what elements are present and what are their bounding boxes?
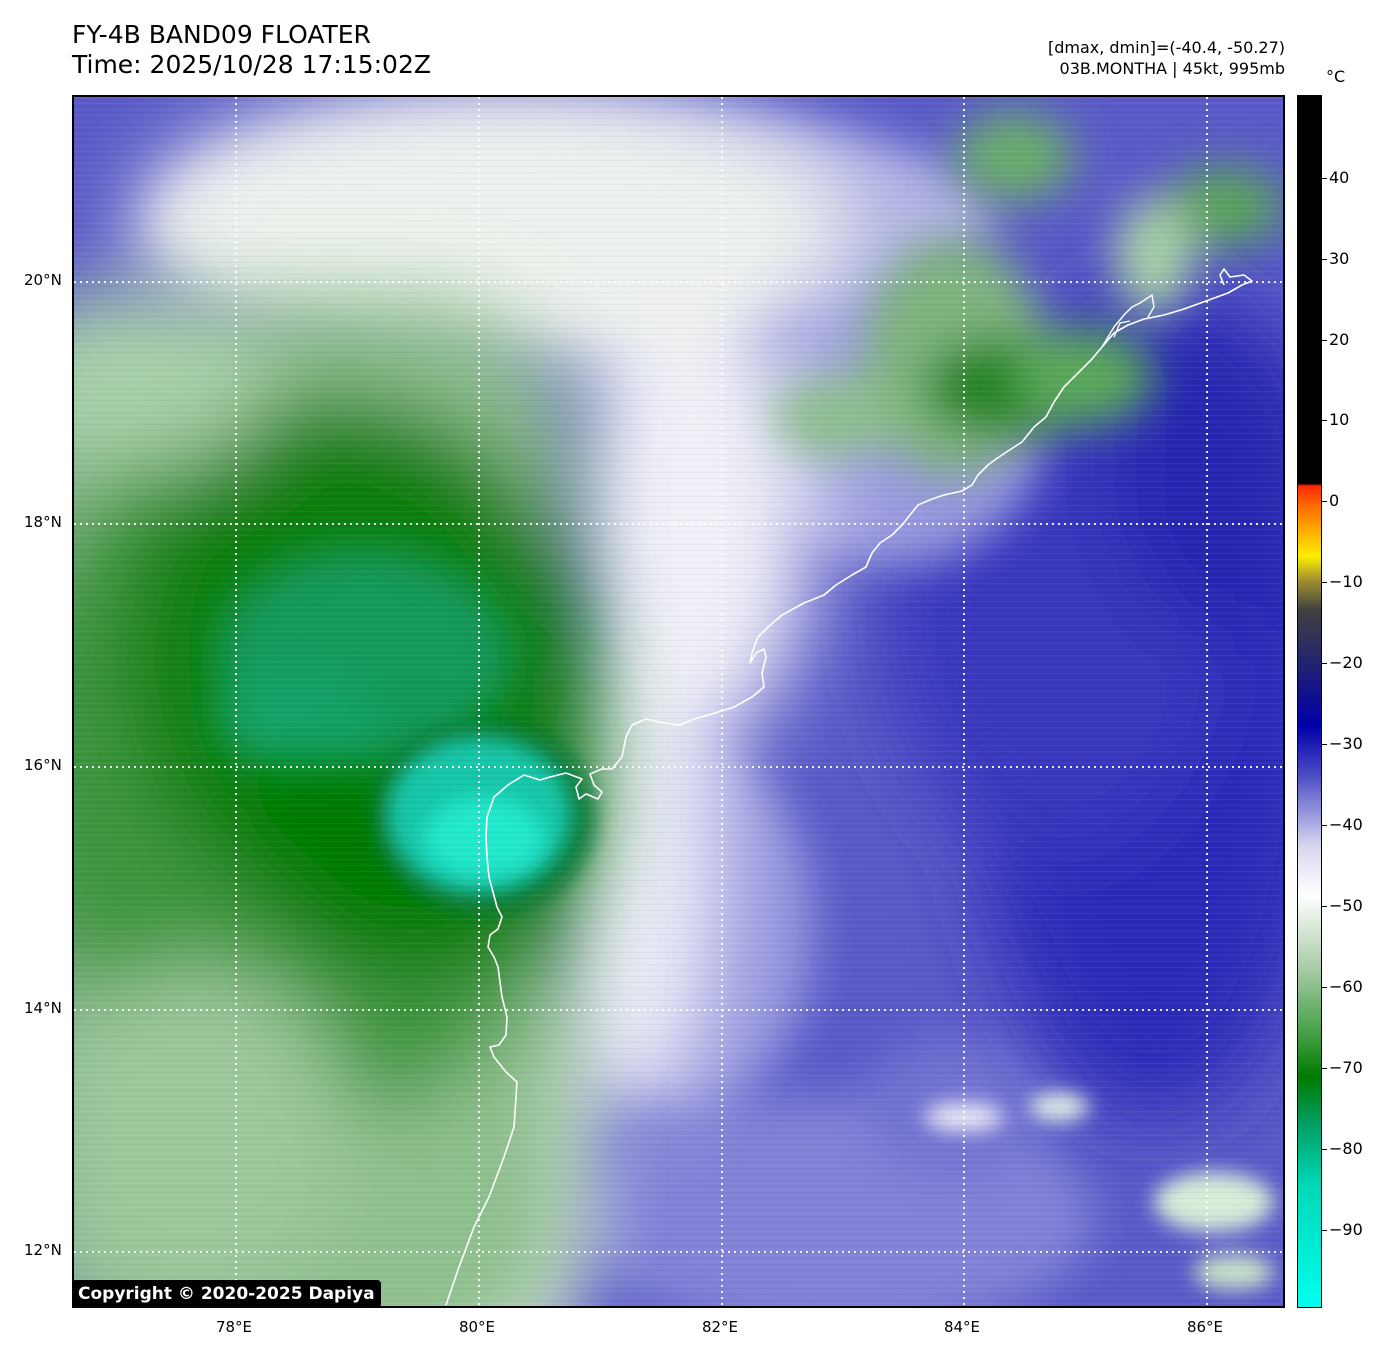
colorbar-label-20: 20 [1329, 330, 1350, 349]
colorbar-tick [1322, 501, 1327, 502]
map-title: FY-4B BAND09 FLOATER Time: 2025/10/28 17… [72, 20, 431, 80]
colorbar-label-minus40: −40 [1329, 815, 1363, 834]
temperature-colorbar [1297, 95, 1322, 1308]
lon-label-82e: 82°E [701, 1318, 739, 1336]
colorbar-label-minus80: −80 [1329, 1139, 1363, 1158]
colorbar-label-minus30: −30 [1329, 734, 1363, 753]
colorbar-tick [1322, 582, 1327, 583]
satellite-imagery [74, 97, 1283, 1306]
colorbar-label-30: 30 [1329, 249, 1350, 268]
colorbar-tick [1322, 1230, 1327, 1231]
coastline-delta [1101, 293, 1155, 348]
colorbar-tick [1322, 340, 1327, 341]
colorbar-tick [1322, 987, 1327, 988]
satellite-map[interactable] [72, 95, 1285, 1308]
lon-label-80e: 80°E [458, 1318, 496, 1336]
colorbar-tick [1322, 1149, 1327, 1150]
colorbar-tick [1322, 1068, 1327, 1069]
colorbar-label-minus60: −60 [1329, 977, 1363, 996]
colorbar-label-40: 40 [1329, 168, 1350, 187]
colorbar-label-minus10: −10 [1329, 572, 1363, 591]
lat-label-20n: 20°N [24, 271, 62, 289]
lon-label-86e: 86°E [1186, 1318, 1224, 1336]
colorbar-label-minus90: −90 [1329, 1220, 1363, 1239]
colorbar-tick [1322, 259, 1327, 260]
colorbar-tick [1322, 744, 1327, 745]
lat-label-14n: 14°N [24, 999, 62, 1017]
lat-label-16n: 16°N [24, 756, 62, 774]
storm-summary: 03B.MONTHA | 45kt, 995mb [1059, 59, 1285, 78]
coastline [445, 268, 1253, 1306]
colorbar-label-minus70: −70 [1329, 1058, 1363, 1077]
colorbar-unit: °C [1326, 67, 1346, 86]
dmax-dmin-range: [dmax, dmin]=(-40.4, -50.27) [1047, 38, 1285, 57]
copyright-badge: Copyright © 2020-2025 Dapiya [72, 1280, 381, 1308]
lon-label-84e: 84°E [943, 1318, 981, 1336]
colorbar-label-minus50: −50 [1329, 896, 1363, 915]
colorbar-tick [1322, 906, 1327, 907]
title-product: FY-4B BAND09 FLOATER [72, 20, 371, 49]
lat-label-18n: 18°N [24, 513, 62, 531]
scanline-texture [74, 97, 1283, 1306]
colorbar-label-0: 0 [1329, 491, 1340, 510]
colorbar-tick [1322, 178, 1327, 179]
colorbar-label-minus20: −20 [1329, 653, 1363, 672]
colorbar-tick [1322, 420, 1327, 421]
colorbar-tick [1322, 663, 1327, 664]
storm-info: [dmax, dmin]=(-40.4, -50.27) 03B.MONTHA … [1048, 37, 1285, 79]
colorbar-label-10: 10 [1329, 410, 1350, 429]
title-time: Time: 2025/10/28 17:15:02Z [72, 50, 431, 79]
colorbar-tick [1322, 825, 1327, 826]
lon-label-78e: 78°E [215, 1318, 253, 1336]
lat-label-12n: 12°N [24, 1241, 62, 1259]
